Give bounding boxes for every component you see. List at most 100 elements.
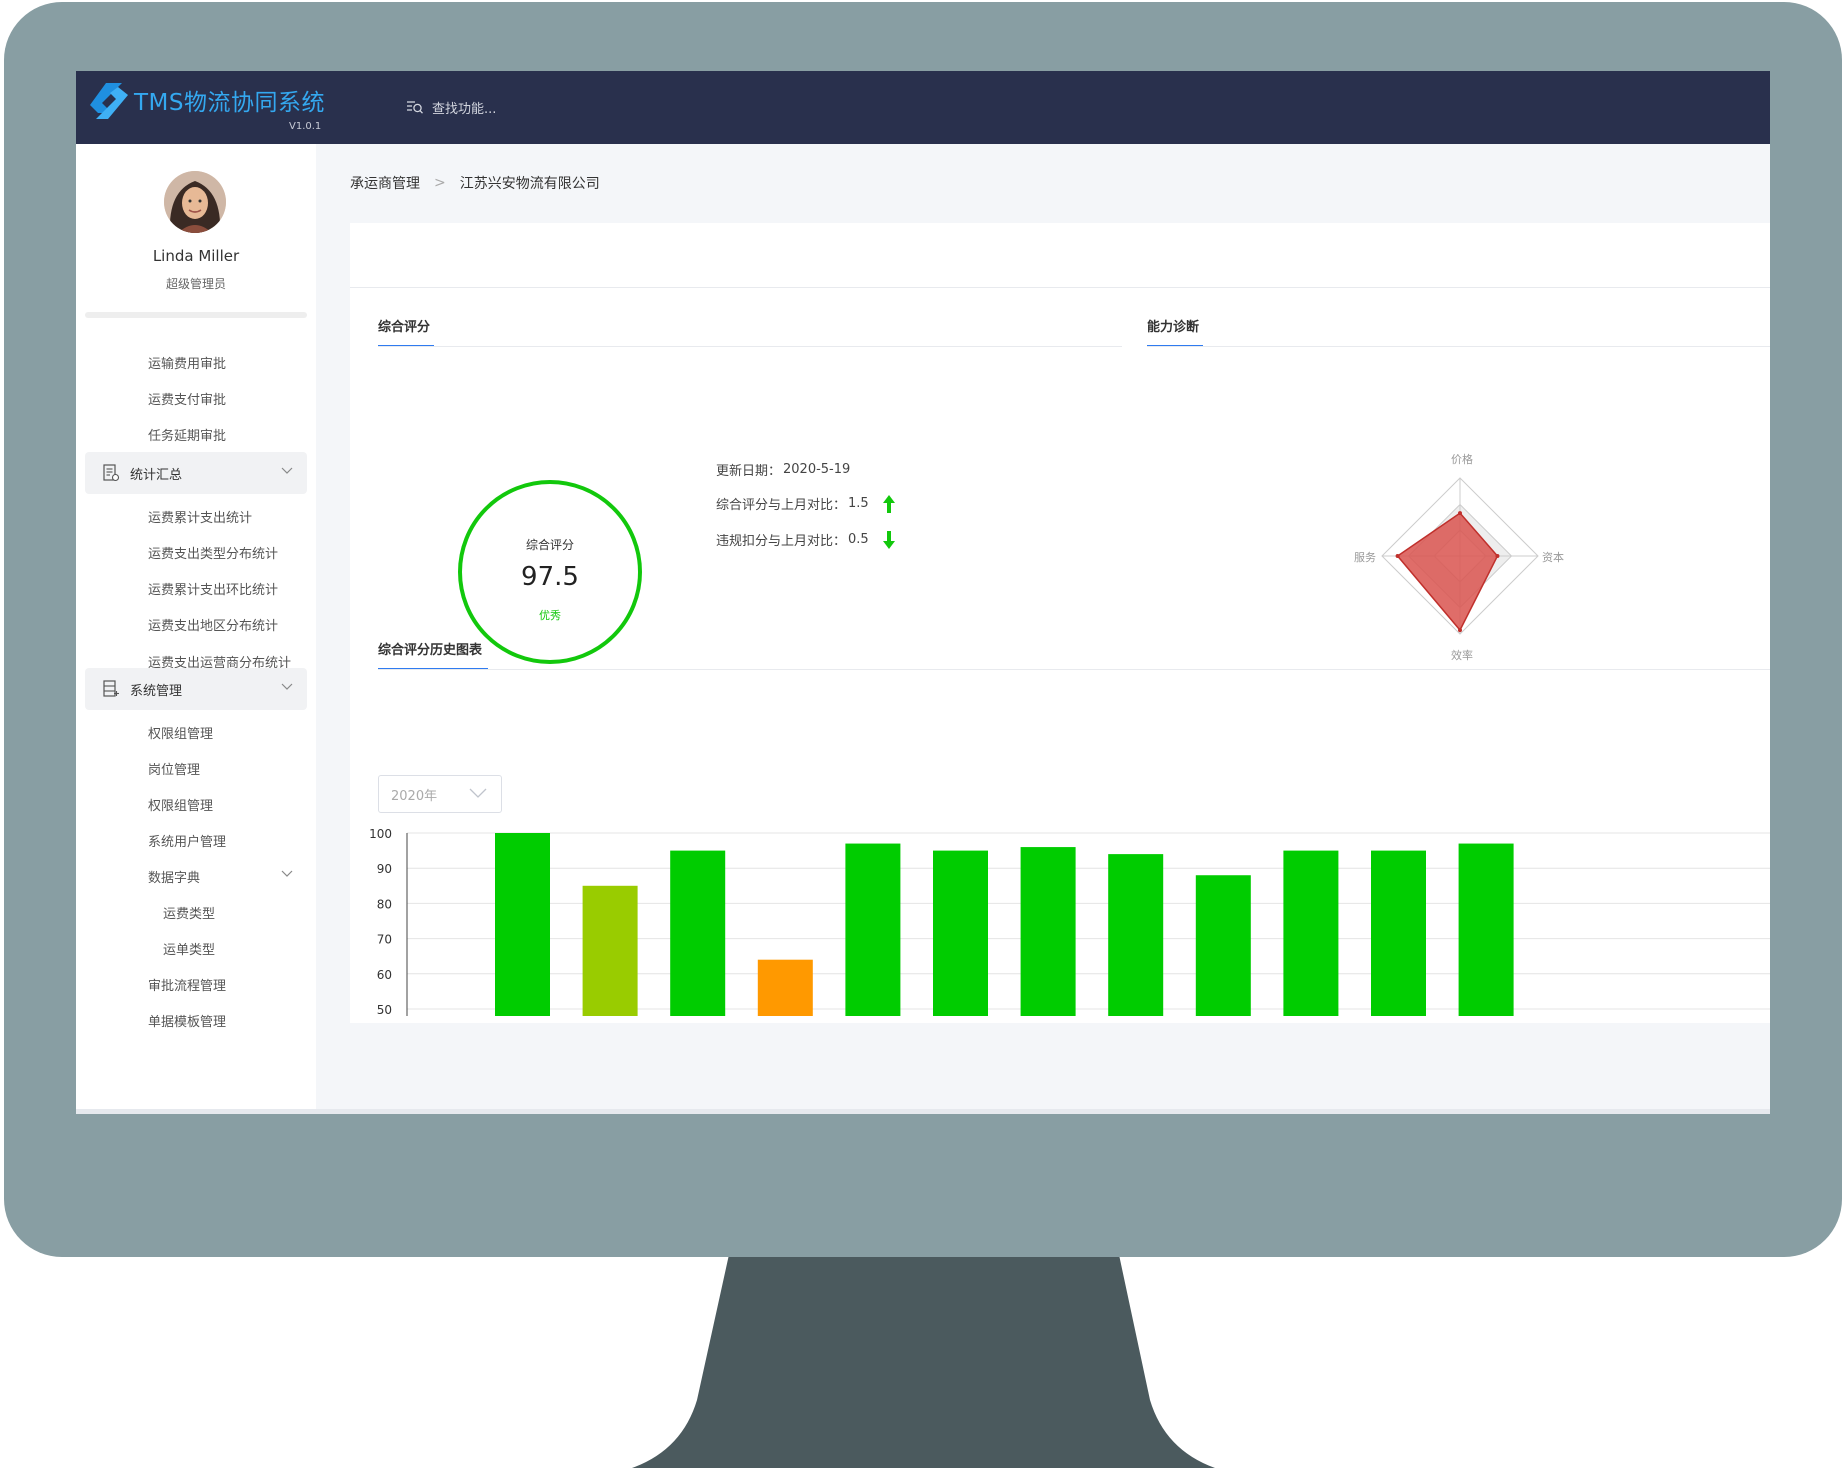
- bar[interactable]: [1458, 843, 1514, 1016]
- menu-group-statistics[interactable]: 统计汇总: [85, 452, 307, 494]
- radar-chart: 价格 资本 效率 服务: [1320, 451, 1600, 681]
- report-icon: [103, 464, 120, 482]
- menu-item-dict[interactable]: 运费类型: [163, 906, 216, 922]
- score-ring: 综合评分 97.5 优秀: [458, 480, 642, 664]
- y-tick-label: 50: [377, 1003, 392, 1017]
- section-title-score[interactable]: 综合评分: [378, 320, 431, 335]
- y-tick-label: 70: [377, 933, 392, 947]
- logo-icon: [90, 83, 128, 119]
- breadcrumb-current: 江苏兴安物流有限公司: [459, 176, 600, 192]
- content-panel: 综合评分 能力诊断 综合评分 97.5 优秀 更新日期： 2020-5-19 综…: [350, 223, 1770, 1023]
- bar[interactable]: [1371, 850, 1426, 1016]
- history-bar-chart: 100 90 80 70 60 50: [350, 823, 1770, 1023]
- score-label: 综合评分: [525, 538, 574, 552]
- penalty-label: 违规扣分与上月对比：: [716, 534, 847, 549]
- search-placeholder: 查找功能...: [432, 101, 497, 117]
- y-tick-label: 80: [377, 897, 392, 911]
- y-tick-label: 60: [377, 968, 392, 982]
- function-search[interactable]: 查找功能...: [406, 95, 496, 119]
- menu-group-label: 系统管理: [130, 683, 183, 699]
- chevron-down-icon: [281, 870, 293, 877]
- menu-group-system[interactable]: 系统管理: [85, 668, 307, 710]
- avatar-image: [164, 171, 226, 233]
- menu-item-data-dictionary[interactable]: 数据字典: [76, 855, 316, 897]
- chevron-right-icon: >: [434, 175, 446, 191]
- bar[interactable]: [1283, 850, 1339, 1016]
- divider: [1147, 346, 1770, 347]
- y-tick-label: 90: [377, 862, 392, 876]
- radar-svg: [1381, 477, 1539, 635]
- score-grade: 优秀: [539, 609, 561, 622]
- menu-item-label: 数据字典: [148, 870, 201, 886]
- menu-item-system[interactable]: 权限组管理: [148, 726, 214, 742]
- menu-item-template[interactable]: 单据模板管理: [148, 1014, 227, 1030]
- update-value: 2020-5-19: [783, 462, 851, 477]
- score-compare: 综合评分与上月对比： 1.5: [716, 494, 895, 513]
- year-select[interactable]: 2020年: [378, 775, 502, 813]
- chevron-down-icon: [281, 683, 293, 690]
- bar[interactable]: [670, 850, 726, 1016]
- menu-item-system[interactable]: 岗位管理: [148, 762, 201, 778]
- chevron-down-icon: [281, 467, 293, 474]
- bar[interactable]: [495, 833, 550, 1016]
- update-date: 更新日期： 2020-5-19: [716, 460, 850, 479]
- breadcrumb: 承运商管理 > 江苏兴安物流有限公司: [350, 173, 600, 193]
- bar[interactable]: [1195, 875, 1251, 1016]
- app-title: TMS物流协同系统: [134, 90, 325, 116]
- bar[interactable]: [757, 959, 813, 1016]
- system-icon: [103, 680, 119, 697]
- breadcrumb-parent[interactable]: 承运商管理: [350, 176, 420, 192]
- avatar[interactable]: [164, 171, 226, 233]
- section-title-diagnosis[interactable]: 能力诊断: [1147, 320, 1200, 335]
- menu-item-approval-flow[interactable]: 审批流程管理: [148, 978, 227, 994]
- menu-item-system[interactable]: 权限组管理: [148, 798, 214, 814]
- menu-item-freight-approval[interactable]: 运输费用审批: [148, 356, 227, 372]
- radar-point[interactable]: [1458, 628, 1462, 633]
- screen: TMS物流协同系统 V1.0.1 查找功能...: [76, 71, 1770, 1114]
- y-tick-label: 100: [369, 827, 392, 841]
- radar-axis-efficiency: 效率: [1451, 649, 1473, 662]
- radar-point[interactable]: [1495, 554, 1500, 558]
- menu-item-stat[interactable]: 运费支出类型分布统计: [148, 546, 279, 562]
- radar-point[interactable]: [1395, 554, 1400, 558]
- divider: [350, 287, 1770, 288]
- menu-item-stat[interactable]: 运费支出运营商分布统计: [148, 655, 292, 671]
- section-title-history[interactable]: 综合评分历史图表: [378, 643, 483, 658]
- arrow-up-icon: [882, 494, 895, 513]
- radar-point[interactable]: [1458, 511, 1462, 516]
- radar-axis-service: 服务: [1354, 551, 1376, 564]
- user-name: Linda Miller: [152, 247, 240, 265]
- search-icon: [407, 101, 423, 114]
- bar-chart-svg: 100 90 80 70 60 50: [369, 827, 1770, 1017]
- menu-item-dict[interactable]: 运单类型: [163, 942, 216, 958]
- menu-item-stat[interactable]: 运费累计支出环比统计: [148, 582, 279, 598]
- bar[interactable]: [582, 885, 638, 1016]
- divider: [378, 669, 1770, 670]
- bar[interactable]: [1020, 847, 1076, 1016]
- app-version: V1.0.1: [289, 121, 322, 132]
- bar[interactable]: [933, 850, 988, 1016]
- divider: [378, 346, 1122, 347]
- menu-item-system[interactable]: 系统用户管理: [148, 834, 227, 850]
- arrow-down-icon: [882, 530, 895, 549]
- compare-label: 综合评分与上月对比：: [716, 498, 847, 513]
- bar[interactable]: [845, 843, 901, 1016]
- menu-item-delay-approval[interactable]: 任务延期审批: [148, 428, 227, 444]
- bar[interactable]: [1108, 854, 1164, 1016]
- sidebar: Linda Miller 超级管理员 运输费用审批 运费支付审批 任务延期审批 …: [76, 144, 316, 1114]
- menu-item-stat[interactable]: 运费累计支出统计: [148, 510, 253, 526]
- sidebar-scroll-indicator[interactable]: [85, 312, 307, 318]
- horizontal-scrollbar[interactable]: [76, 1109, 1770, 1114]
- compare-value: 1.5: [848, 496, 869, 511]
- user-role: 超级管理员: [165, 277, 226, 291]
- top-bar: TMS物流协同系统 V1.0.1 查找功能...: [76, 71, 1770, 144]
- menu-item-stat[interactable]: 运费支出地区分布统计: [148, 618, 279, 634]
- update-label: 更新日期：: [716, 464, 782, 479]
- chevron-down-icon: [469, 788, 487, 798]
- menu-group-label: 统计汇总: [130, 467, 183, 483]
- radar-axis-capital: 资本: [1542, 551, 1564, 564]
- menu-item-payment-approval[interactable]: 运费支付审批: [148, 392, 227, 408]
- penalty-value: 0.5: [848, 532, 869, 547]
- penalty-compare: 违规扣分与上月对比： 0.5: [716, 530, 895, 549]
